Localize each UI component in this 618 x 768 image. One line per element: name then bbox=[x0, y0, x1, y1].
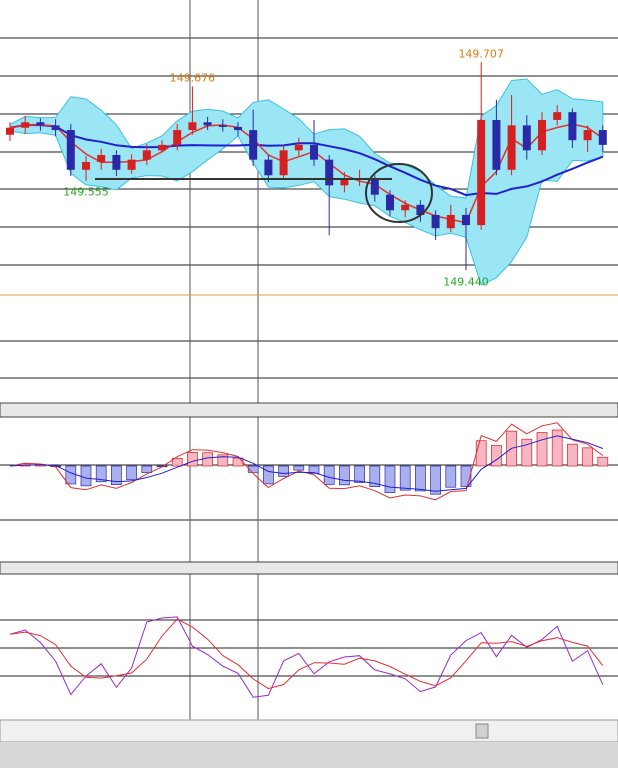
candle-body bbox=[264, 159, 273, 176]
scroll-thumb[interactable] bbox=[475, 723, 489, 739]
macd-bar bbox=[202, 452, 213, 467]
macd-bar bbox=[171, 457, 183, 467]
candle-body bbox=[173, 130, 182, 145]
macd-bar bbox=[187, 452, 198, 467]
macd-bar bbox=[430, 465, 441, 495]
macd-bar bbox=[247, 465, 259, 473]
candle-body bbox=[416, 204, 425, 215]
candle-body bbox=[386, 194, 394, 211]
price-annotation: 149.555 bbox=[63, 186, 109, 199]
candle-body bbox=[310, 144, 318, 160]
candle-body bbox=[568, 112, 577, 141]
macd-bar bbox=[582, 447, 593, 467]
candle-body bbox=[462, 214, 470, 226]
candle-body bbox=[234, 126, 242, 131]
stoch-k bbox=[9, 616, 604, 698]
marks: 149.676 149.707 149.555 149.440 bbox=[6, 47, 607, 288]
layout bbox=[0, 0, 618, 720]
circle-drawing bbox=[365, 163, 433, 223]
footer bbox=[0, 742, 618, 768]
price-annotation: 149.707 bbox=[458, 47, 504, 60]
macd-bar bbox=[217, 454, 229, 467]
macd-bar bbox=[369, 465, 381, 487]
bollinger-band bbox=[9, 78, 604, 286]
macd-bar bbox=[551, 429, 563, 467]
macd-bar bbox=[491, 445, 502, 467]
macd-bar bbox=[323, 465, 335, 485]
macd-bar bbox=[536, 432, 548, 467]
candle-body bbox=[66, 130, 75, 170]
macd-bar bbox=[95, 465, 107, 483]
macd-bar bbox=[278, 465, 289, 477]
candle-body bbox=[112, 154, 121, 170]
macd-bar bbox=[460, 465, 472, 487]
macd-bar bbox=[65, 465, 77, 485]
candle-body bbox=[431, 214, 440, 229]
macd-bar bbox=[567, 443, 578, 467]
candle-body bbox=[370, 178, 379, 195]
candle-body bbox=[279, 150, 288, 176]
macd-bar bbox=[384, 465, 396, 494]
candle-body bbox=[446, 214, 455, 229]
candle-body bbox=[538, 119, 546, 151]
candle-body bbox=[401, 204, 410, 211]
candle-body bbox=[507, 125, 516, 170]
candle-body bbox=[218, 125, 227, 127]
candle-body bbox=[142, 150, 151, 160]
overlay bbox=[9, 78, 609, 698]
candle-body bbox=[477, 119, 486, 226]
stoch-d bbox=[9, 618, 604, 690]
candle-body bbox=[51, 125, 60, 131]
candle-body bbox=[583, 130, 592, 141]
macd-bar bbox=[232, 457, 244, 467]
candle-body bbox=[492, 119, 501, 170]
candle-body bbox=[294, 144, 303, 151]
candle-body bbox=[340, 179, 349, 186]
macd-bar bbox=[126, 465, 137, 481]
panel-divider bbox=[0, 561, 618, 575]
macd-bar bbox=[445, 465, 457, 488]
candle-body bbox=[36, 122, 45, 126]
macd-bar bbox=[263, 465, 274, 485]
macd-bar bbox=[521, 438, 533, 467]
candle-body bbox=[158, 144, 166, 151]
macd-bar bbox=[399, 465, 411, 491]
candle-body bbox=[325, 159, 334, 186]
macd-bar bbox=[80, 465, 92, 487]
candle-body bbox=[249, 130, 258, 160]
moving-average-slow bbox=[9, 123, 604, 197]
candle-body bbox=[127, 159, 136, 170]
price-annotation: 149.676 bbox=[170, 71, 216, 84]
candle-body bbox=[203, 122, 212, 126]
macd-bar bbox=[339, 465, 350, 486]
macd-bar bbox=[308, 465, 320, 474]
macd-bar bbox=[141, 465, 153, 473]
macd-bar bbox=[597, 456, 609, 467]
macd-bar bbox=[475, 440, 487, 467]
candle-body bbox=[522, 125, 531, 151]
candle-body bbox=[21, 122, 30, 128]
candle-body bbox=[97, 154, 106, 162]
candle-body bbox=[553, 112, 562, 120]
scrollbar[interactable] bbox=[0, 719, 618, 743]
macd-bar bbox=[354, 465, 365, 483]
macd-bar bbox=[293, 465, 305, 471]
macd-signal bbox=[9, 435, 603, 492]
candle-body bbox=[598, 130, 607, 145]
moving-average-fast bbox=[9, 123, 604, 224]
price-annotation: 149.440 bbox=[443, 275, 489, 288]
macd-bar bbox=[415, 465, 426, 492]
candle-body bbox=[82, 162, 90, 170]
panel-divider bbox=[0, 402, 618, 418]
candle-body bbox=[6, 127, 14, 135]
candle-body bbox=[188, 122, 197, 131]
macd-bar bbox=[111, 465, 122, 485]
